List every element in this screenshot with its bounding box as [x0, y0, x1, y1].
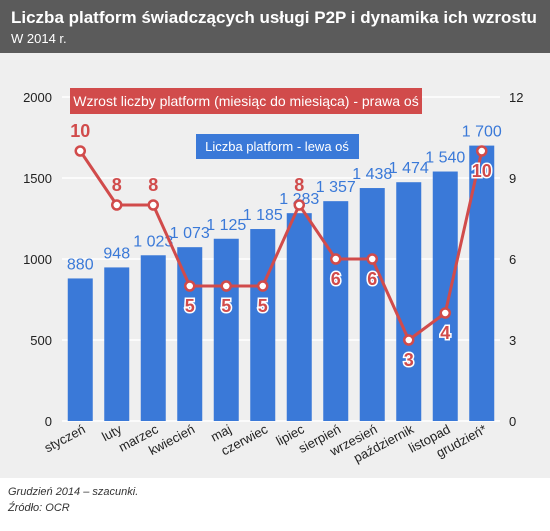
bar [323, 201, 349, 421]
y-right-tick-label: 3 [509, 333, 516, 348]
line-point [147, 199, 159, 211]
bar-series [67, 145, 495, 421]
bar-value-label: 1 185 [243, 207, 283, 224]
line-value-label: 3 [404, 350, 414, 370]
line-point [257, 280, 269, 292]
line-point [111, 199, 123, 211]
bar-value-label: 1 073 [170, 225, 210, 242]
bar [140, 255, 166, 421]
line-point [330, 253, 342, 265]
line-value-label: 8 [148, 175, 158, 195]
y-right-tick-label: 6 [509, 252, 516, 267]
line-value-label: 6 [331, 269, 341, 289]
bar-value-label: 1 357 [316, 179, 356, 196]
y-right-tick-label: 9 [509, 171, 516, 186]
y-left-tick-label: 1000 [23, 252, 52, 267]
legend-count-box [196, 134, 359, 159]
line-value-label: 10 [472, 161, 492, 181]
line-point [439, 307, 451, 319]
line-point [184, 280, 196, 292]
legend-count-label: Liczba platform - lewa oś [205, 139, 349, 154]
bar [286, 213, 312, 421]
y-left-tick-label: 500 [30, 333, 52, 348]
bar-value-label: 948 [103, 245, 130, 262]
growth-line [79, 150, 484, 342]
bar-value-label: 1 700 [462, 124, 502, 141]
y-left-tick-label: 1500 [23, 171, 52, 186]
line-value-label: 5 [185, 296, 195, 316]
bar [432, 171, 458, 421]
line-value-label: 10 [70, 121, 90, 141]
bar-value-label: 1 474 [389, 160, 429, 177]
legend-growth: Wzrost liczby platform (miesiąc do miesi… [70, 88, 422, 114]
y-left-tick-label: 2000 [23, 90, 52, 105]
chart-title: Liczba platform świadczących usługi P2P … [11, 8, 537, 27]
line-point [74, 145, 86, 157]
chart-subtitle: W 2014 r. [11, 31, 67, 46]
bar-value-label: 1 125 [206, 217, 246, 234]
line-series [79, 150, 484, 342]
line-point [220, 280, 232, 292]
legend-growth-box [70, 88, 422, 114]
line-point [293, 199, 305, 211]
left-axis: 0 500 1000 1500 2000 [23, 90, 52, 429]
chart-header: Liczba platform świadczących usługi P2P … [0, 0, 550, 53]
line-value-label: 8 [112, 175, 122, 195]
line-point [403, 334, 415, 346]
line-point [476, 145, 488, 157]
bar [177, 247, 203, 421]
bar [104, 267, 130, 421]
bar-value-label: 880 [67, 256, 94, 273]
bar-value-label: 1 540 [425, 150, 465, 167]
footer-source: Źródło: OCR [8, 502, 70, 514]
bar-value-label: 1 438 [352, 166, 392, 183]
right-axis: 0 3 6 9 12 [509, 90, 523, 429]
line-value-label: 5 [258, 296, 268, 316]
bar [250, 229, 276, 421]
y-left-tick-label: 0 [45, 414, 52, 429]
bar-value-label: 1 023 [133, 233, 173, 250]
y-right-tick-label: 0 [509, 414, 516, 429]
legend-growth-label: Wzrost liczby platform (miesiąc do miesi… [73, 93, 418, 109]
legend-count: Liczba platform - lewa oś [196, 134, 359, 159]
line-value-label: 5 [221, 296, 231, 316]
line-value-label: 8 [294, 175, 304, 195]
y-right-tick-label: 12 [509, 90, 523, 105]
footer-note: Grudzień 2014 – szacunki. [8, 486, 139, 498]
line-value-label: 4 [440, 323, 450, 343]
bar [67, 278, 93, 421]
bar [396, 182, 422, 421]
line-value-label: 6 [367, 269, 377, 289]
line-points: 10 8 8 5 5 5 8 6 6 3 4 10 [70, 121, 493, 372]
bar [213, 238, 239, 421]
bar [359, 188, 385, 421]
line-point [366, 253, 378, 265]
